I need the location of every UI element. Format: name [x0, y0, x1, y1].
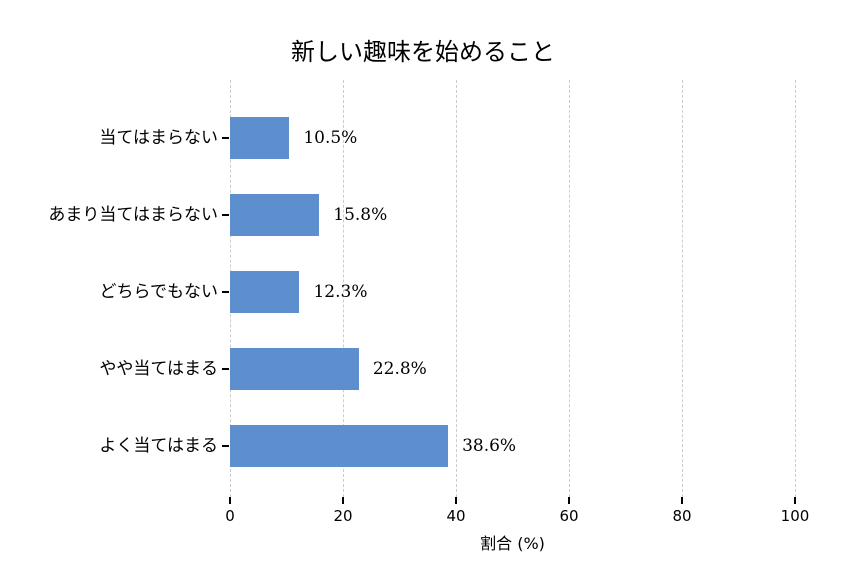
bar-4: [230, 348, 359, 390]
chart-title: 新しい趣味を始めること: [291, 38, 555, 66]
bar-value-label-4: 22.8%: [372, 359, 427, 379]
bar-value-label-5: 38.6%: [462, 436, 517, 456]
y-axis-tick-1: [222, 137, 229, 139]
x-axis-tick-40: [455, 497, 457, 504]
x-axis-tick-100: [794, 497, 796, 504]
gridline-x-100: [795, 80, 796, 497]
x-axis-tick-80: [681, 497, 683, 504]
x-tick-label-80: 80: [672, 507, 692, 525]
category-label-5: よく当てはまる: [99, 436, 218, 456]
gridline-x-40: [456, 80, 457, 497]
bar-3: [230, 271, 300, 313]
x-tick-label-0: 0: [225, 507, 235, 525]
y-axis-tick-4: [222, 368, 229, 370]
x-axis-tick-0: [229, 497, 231, 504]
category-label-2: あまり当てはまらない: [48, 205, 218, 225]
plot-area: [230, 80, 796, 497]
bar-1: [230, 117, 290, 159]
category-label-4: やや当てはまる: [99, 359, 218, 379]
bar-5: [230, 425, 449, 467]
category-label-1: 当てはまらない: [99, 128, 218, 148]
gridline-x-80: [682, 80, 683, 497]
bar-value-label-1: 10.5%: [303, 128, 358, 148]
bar-value-label-3: 12.3%: [313, 282, 368, 302]
x-tick-label-40: 40: [446, 507, 466, 525]
x-tick-label-20: 20: [333, 507, 353, 525]
y-axis-tick-5: [222, 445, 229, 447]
gridline-x-60: [569, 80, 570, 497]
x-axis-tick-60: [568, 497, 570, 504]
bar-2: [230, 194, 320, 236]
x-axis-label: 割合 (%): [480, 534, 545, 553]
bar-value-label-2: 15.8%: [333, 205, 388, 225]
x-tick-label-100: 100: [780, 507, 810, 525]
gridline-x-20: [343, 80, 344, 497]
category-label-3: どちらでもない: [99, 282, 219, 302]
y-axis-tick-2: [222, 214, 229, 216]
y-axis-tick-3: [222, 291, 229, 293]
x-axis-tick-20: [342, 497, 344, 504]
x-tick-label-60: 60: [559, 507, 579, 525]
